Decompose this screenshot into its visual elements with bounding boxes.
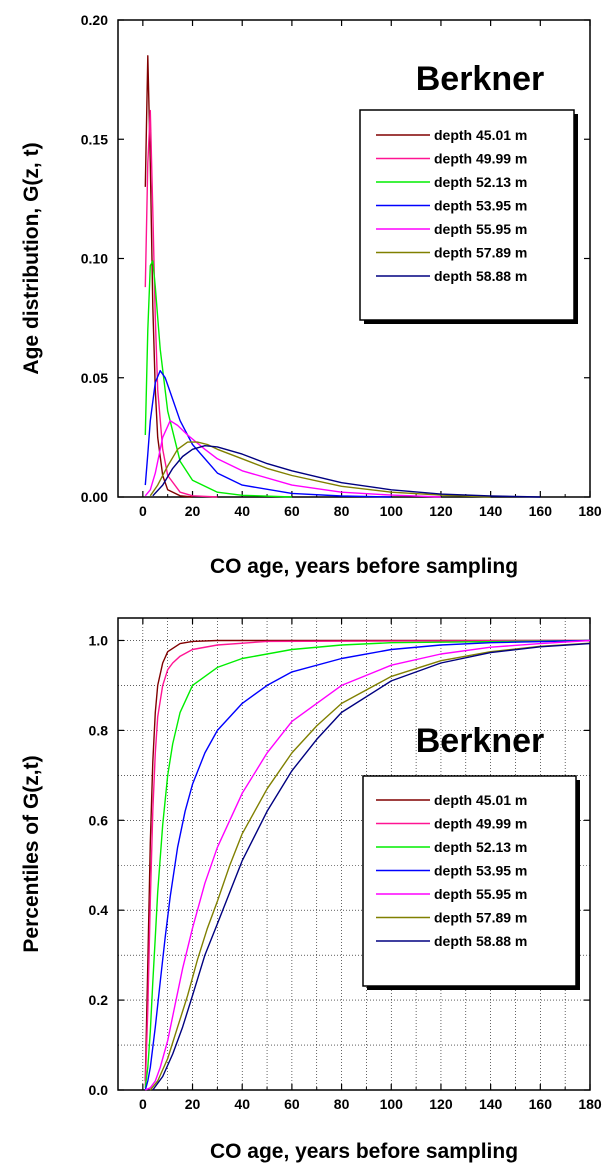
x-tick-label: 140 xyxy=(479,503,503,519)
y-tick-label: 0.2 xyxy=(89,992,109,1008)
y-tick-label: 1.0 xyxy=(89,632,109,648)
legend-label: depth 58.88 m xyxy=(434,933,527,949)
x-tick-label: 80 xyxy=(334,1096,350,1112)
x-axis-title: CO age, years before sampling xyxy=(210,555,518,578)
y-axis-title: Percentiles of G(z,t) xyxy=(20,755,43,952)
legend-label: depth 49.99 m xyxy=(434,816,527,832)
x-tick-label: 60 xyxy=(284,1096,300,1112)
plot-frame xyxy=(117,617,591,1091)
x-tick-label: 160 xyxy=(529,503,553,519)
panel-title: Berkner xyxy=(416,60,545,98)
panel-title: Berkner xyxy=(416,722,545,760)
series-line xyxy=(144,639,591,1086)
legend: depth 45.01 m depth 49.99 m depth 52.13 m d… xyxy=(362,775,580,990)
x-axis-title: CO age, years before sampling xyxy=(210,1140,518,1163)
series-line xyxy=(144,639,591,1088)
x-tick-label: 0 xyxy=(139,1096,147,1112)
legend-label: depth 45.01 m xyxy=(434,127,527,143)
x-tick-label: 180 xyxy=(578,1096,602,1112)
y-tick-label: 0.0 xyxy=(89,1082,109,1098)
series-line xyxy=(149,642,591,1091)
y-axis-title: Age distribution, G(z, t) xyxy=(20,142,43,374)
x-tick-label: 100 xyxy=(380,503,404,519)
y-tick-label: 0.15 xyxy=(81,131,108,147)
legend-label: depth 49.99 m xyxy=(434,151,527,167)
legend-label: depth 52.13 m xyxy=(434,839,527,855)
legend-label: depth 53.95 m xyxy=(434,198,527,214)
series-line xyxy=(144,639,591,1091)
series-line xyxy=(145,639,591,1091)
series-line xyxy=(144,109,218,498)
x-tick-label: 0 xyxy=(139,503,147,519)
y-tick-label: 0.00 xyxy=(81,489,108,505)
x-tick-label: 120 xyxy=(429,503,453,519)
legend-label: depth 55.95 m xyxy=(434,221,527,237)
x-tick-label: 20 xyxy=(185,503,201,519)
legend-label: depth 58.88 m xyxy=(434,268,527,284)
series-line xyxy=(144,420,441,498)
y-tick-label: 0.20 xyxy=(81,12,108,28)
x-tick-label: 180 xyxy=(578,503,602,519)
x-tick-label: 140 xyxy=(479,1096,503,1112)
legend-label: depth 53.95 m xyxy=(434,863,527,879)
x-tick-label: 40 xyxy=(234,1096,250,1112)
x-tick-label: 80 xyxy=(334,503,350,519)
series-line xyxy=(144,639,590,1082)
legend-label: depth 57.89 m xyxy=(434,245,527,261)
legend-label: depth 45.01 m xyxy=(434,792,527,808)
series-line xyxy=(144,369,392,498)
legend-label: depth 55.95 m xyxy=(434,886,527,902)
x-tick-label: 120 xyxy=(429,1096,453,1112)
series-line xyxy=(149,441,491,498)
y-tick-label: 0.05 xyxy=(81,370,108,386)
x-tick-label: 100 xyxy=(380,1096,404,1112)
series-line xyxy=(152,642,591,1091)
chart-panel-2: 0 20 40 60 80 100 120 140 160 180 0.0 0.2 0.4 0.6 0.8 1… xyxy=(20,617,602,1163)
x-tick-label: 40 xyxy=(234,503,250,519)
y-tick-label: 0.6 xyxy=(89,812,109,828)
legend-box xyxy=(359,109,575,321)
x-tick-label: 160 xyxy=(529,1096,553,1112)
chart-panel-1: 0 20 40 60 80 100 120 140 160 180 0.00 0.05 0.10 0.15… xyxy=(20,12,602,578)
legend-label: depth 57.89 m xyxy=(434,910,527,926)
y-tick-label: 0.4 xyxy=(89,902,109,918)
legend-label: depth 52.13 m xyxy=(434,174,527,190)
series-line xyxy=(144,55,193,498)
y-tick-label: 0.10 xyxy=(81,251,108,267)
series-line xyxy=(152,445,541,498)
x-tick-label: 20 xyxy=(185,1096,201,1112)
series-line xyxy=(144,260,292,498)
legend-box xyxy=(362,775,577,987)
x-tick-label: 60 xyxy=(284,503,300,519)
legend: depth 45.01 m depth 49.99 m depth 52.13 m d… xyxy=(359,109,578,324)
y-tick-label: 0.8 xyxy=(89,722,109,738)
